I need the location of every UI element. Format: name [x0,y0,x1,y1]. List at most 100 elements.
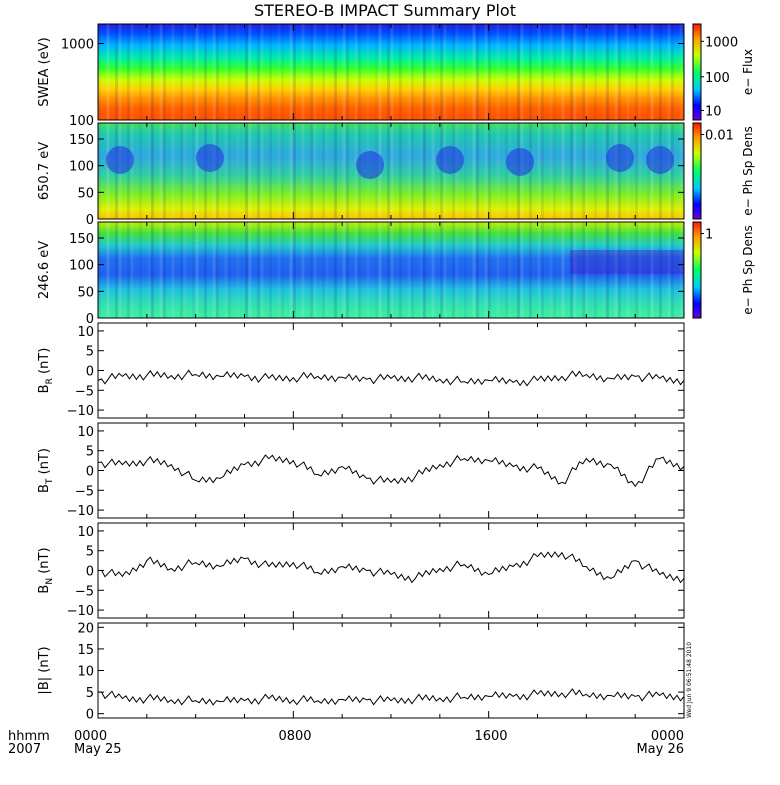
y-tick-label: −5 [75,484,94,499]
x-label-0000-end: 0000 [651,729,684,744]
heatmap-streak [423,24,426,120]
y-axis-label: 246.6 eV [37,241,52,299]
heatmap-streak [366,24,370,120]
colorbar-label: e− Ph Sp Dens [741,126,755,215]
heatmap-streak [277,222,281,318]
heatmap-streak [407,123,411,219]
heatmap-streak [561,24,565,120]
heatmap-streak [606,222,609,318]
heatmap-streak [151,123,154,219]
y-tick-label: 1000 [61,38,94,53]
heatmap-streak [313,222,317,318]
heatmap-streak [561,123,565,219]
heatmap-dip [646,146,674,174]
heatmap-streak [419,222,423,318]
heatmap-streak [130,123,134,219]
heatmap-streak [106,123,110,219]
heatmap-streak [378,24,382,120]
heatmap-streak [130,24,134,120]
heatmap-streak [488,123,491,219]
y-tick-label: 50 [77,186,94,201]
heatmap-streak [228,123,231,219]
x-label-year: 2007 [8,742,41,757]
heatmap-streak [310,222,313,318]
heatmap-dip [436,146,464,174]
x-label-hhmm: hhmm [8,729,50,744]
heatmap-dip [506,148,534,176]
heatmap-streak [464,24,467,120]
y-tick-label: 5 [86,445,94,460]
colorbar [692,221,702,319]
heatmap-streak [159,24,163,120]
heatmap-streak [216,24,219,120]
heatmap-streak [342,222,346,318]
heatmap-streak [484,24,488,120]
colorbar-tick-label: 1 [705,228,713,243]
heatmap-streak [585,222,589,318]
heatmap-streak [561,222,565,318]
heatmap-streak [204,222,207,318]
heatmap-streak [248,24,252,120]
heatmap-streak [411,222,414,318]
heatmap-streak [354,222,358,318]
heatmap-streak [419,24,423,120]
heatmap-streak [378,222,382,318]
heatmap-streak [289,123,293,219]
heatmap-field [98,24,684,120]
colorbar-label: e− Ph Sp Dens [741,225,755,314]
heatmap-streak [387,123,390,219]
heatmap-streak [431,222,435,318]
heatmap-streak [549,222,553,318]
heatmap-streak [626,123,630,219]
heatmap-streak [399,222,402,318]
heatmap-streak [301,123,305,219]
heatmap-streak [508,222,512,318]
heatmap-streak [342,24,346,120]
heatmap-streak [98,24,101,120]
heatmap-streak [171,123,175,219]
heatmap-streak [614,222,618,318]
heatmap-streak [635,123,638,219]
heatmap-streak [602,24,606,120]
heatmap-dip [356,151,384,179]
heatmap-streak [671,123,674,219]
heatmap-streak [269,24,272,120]
heatmap-streak [236,123,240,219]
heatmap-streak [484,123,488,219]
colorbar [692,23,702,121]
heatmap-streak [679,123,683,219]
heatmap-streak [387,222,390,318]
heatmap-streak [115,24,118,120]
heatmap-streak [517,222,520,318]
heatmap-streak [106,222,110,318]
heatmap-streak [358,24,361,120]
heatmap-streak [375,24,378,120]
y-axis-label: 650.7 eV [37,142,52,200]
panel-6: 10 5 0 −5 −10 BN (nT) [37,522,685,619]
heatmap-streak [647,222,650,318]
heatmap-streak [325,123,329,219]
heatmap-streak [452,222,455,318]
heatmap-streak [183,24,187,120]
heatmap-streak [541,123,544,219]
heatmap-streak [269,123,272,219]
heatmap-streak [553,24,556,120]
heatmap-streak [346,222,349,318]
heatmap-streak [537,24,541,120]
heatmap-streak [488,24,491,120]
heatmap-streak [195,24,199,120]
y-tick-label: 0 [86,465,94,480]
heatmap-streak [647,123,650,219]
heatmap-streak [313,123,317,219]
heatmap-streak [626,222,630,318]
heatmap-streak [277,24,281,120]
y-tick-label: 0 [86,708,94,723]
heatmap-streak [570,222,573,318]
colorbar-tick-label: 0.01 [705,129,734,144]
heatmap-streak [650,222,654,318]
heatmap-streak [216,222,219,318]
heatmap-streak [387,24,390,120]
heatmap-streak [183,123,187,219]
heatmap-streak [115,222,118,318]
heatmap-streak [260,123,264,219]
